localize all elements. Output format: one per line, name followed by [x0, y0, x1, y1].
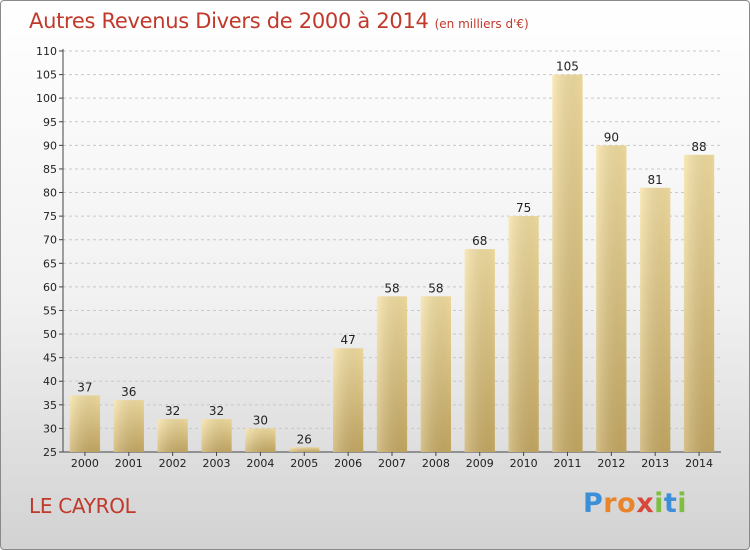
y-tick-label: 35	[43, 399, 57, 412]
labels: 25 30 35 40 45 50 55 60 65 70 75 80 85 90 95 100 105 110 3…	[36, 45, 713, 470]
value-label: 88	[691, 140, 706, 154]
x-tick-label: 2002	[159, 457, 187, 470]
bar-shade	[289, 447, 320, 452]
bar-shade	[376, 296, 408, 452]
y-tick-label: 110	[36, 45, 57, 58]
proxiti-logo: Proxiti	[583, 488, 687, 519]
y-tick-label: 50	[43, 328, 57, 341]
x-tick-label: 2010	[510, 457, 538, 470]
x-tick-label: 2005	[290, 457, 318, 470]
bar-shade	[683, 154, 715, 452]
x-tick-label: 2008	[422, 457, 450, 470]
y-tick-label: 80	[43, 187, 57, 200]
y-tick-label: 90	[43, 139, 57, 152]
x-tick-label: 2006	[334, 457, 362, 470]
chart-subtitle: (en milliers d'€)	[434, 17, 529, 31]
bar-shade	[332, 348, 364, 452]
bar-shade	[245, 428, 276, 452]
bars	[69, 74, 715, 453]
bar-shade	[420, 296, 452, 452]
value-label: 105	[556, 60, 579, 74]
x-tick-label: 2001	[115, 457, 143, 470]
bar-shade	[464, 249, 495, 452]
y-tick-label: 75	[43, 210, 57, 223]
logo-letter: x	[636, 488, 655, 519]
value-label: 37	[77, 380, 92, 394]
y-tick-label: 55	[43, 304, 57, 317]
value-label: 36	[121, 385, 136, 399]
y-tick-label: 105	[36, 69, 57, 82]
x-tick-label: 2003	[203, 457, 231, 470]
value-label: 26	[297, 432, 312, 446]
value-label: 75	[516, 201, 531, 215]
bar-shade	[201, 418, 232, 452]
value-label: 81	[648, 173, 663, 187]
y-tick-label: 45	[43, 352, 57, 365]
logo-letter: t	[663, 488, 678, 519]
value-label: 90	[604, 130, 619, 144]
value-label: 68	[472, 234, 487, 248]
y-tick-label: 100	[36, 92, 57, 105]
x-tick-label: 2011	[553, 457, 581, 470]
bar-shade	[69, 395, 101, 452]
bar-shade	[640, 187, 671, 452]
y-tick-label: 85	[43, 163, 57, 176]
value-label: 32	[165, 404, 180, 418]
logo-letter: P	[583, 488, 604, 519]
chart-title-text: Autres Revenus Divers de 2000 à 2014	[29, 9, 429, 33]
value-label: 58	[428, 281, 443, 295]
bar-shade	[508, 216, 539, 452]
y-tick-label: 30	[43, 422, 57, 435]
value-label: 30	[253, 413, 268, 427]
x-tick-label: 2013	[641, 457, 669, 470]
bar-shade	[552, 74, 583, 453]
bar-shade	[596, 145, 627, 452]
y-tick-label: 25	[43, 446, 57, 459]
x-tick-label: 2007	[378, 457, 406, 470]
bar-shade	[157, 418, 188, 452]
y-tick-label: 60	[43, 281, 57, 294]
value-label: 32	[209, 404, 224, 418]
value-label: 47	[340, 333, 355, 347]
location-label: LE CAYROL	[29, 494, 136, 518]
logo-letter: i	[654, 488, 664, 519]
x-tick-label: 2004	[246, 457, 274, 470]
bar-shade	[113, 400, 144, 452]
y-tick-label: 40	[43, 375, 57, 388]
y-tick-label: 70	[43, 234, 57, 247]
x-tick-label: 2014	[685, 457, 713, 470]
x-tick-label: 2000	[71, 457, 99, 470]
value-label: 58	[384, 281, 399, 295]
x-tick-label: 2009	[466, 457, 494, 470]
logo-letter: r	[603, 488, 618, 519]
logo-letter: o	[617, 488, 637, 519]
y-tick-label: 95	[43, 116, 57, 129]
chart-title: Autres Revenus Divers de 2000 à 2014 (en …	[29, 9, 529, 33]
x-tick-label: 2012	[597, 457, 625, 470]
logo-letter: i	[677, 488, 688, 519]
y-tick-label: 65	[43, 257, 57, 270]
